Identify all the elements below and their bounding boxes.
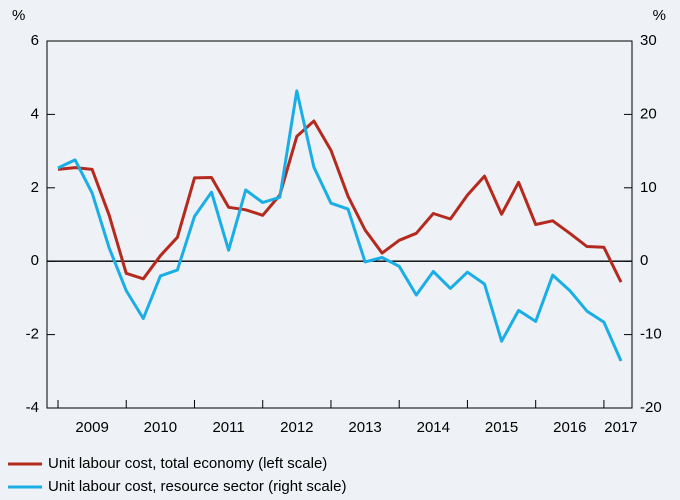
- y-tick-label: 0: [31, 252, 39, 269]
- y-tick-label: -4: [26, 399, 39, 416]
- x-tick-label: 2014: [417, 419, 450, 436]
- x-tick-label: 2015: [485, 419, 518, 436]
- y-tick-label: -2: [26, 326, 39, 343]
- x-tick-label: 2009: [75, 419, 108, 436]
- y-axis-label: %: [12, 7, 25, 24]
- legend-label: Unit labour cost, resource sector (right…: [48, 478, 346, 495]
- y2-tick-label: -10: [640, 326, 662, 343]
- x-tick-label: 2011: [212, 419, 244, 436]
- series-line: [57, 89, 623, 362]
- x-tick-label: 2010: [144, 419, 177, 436]
- y-tick-label: 2: [31, 179, 39, 196]
- x-tick-label: 2013: [348, 419, 381, 436]
- y2-tick-label: -20: [640, 399, 662, 416]
- plot-area: [46, 40, 633, 409]
- y2-tick-label: 30: [640, 32, 657, 49]
- y-tick-label: 6: [31, 32, 39, 49]
- y2-tick-label: 0: [640, 252, 648, 269]
- x-tick-label: 2017: [604, 419, 637, 436]
- y2-tick-label: 20: [640, 105, 657, 122]
- y-tick-label: 4: [31, 105, 39, 122]
- x-tick-label: 2016: [553, 419, 586, 436]
- series-line: [57, 119, 623, 283]
- y2-axis-label: %: [653, 7, 666, 24]
- legend-label: Unit labour cost, total economy (left sc…: [48, 455, 327, 472]
- x-tick-label: 2012: [280, 419, 313, 436]
- y2-tick-label: 10: [640, 179, 657, 196]
